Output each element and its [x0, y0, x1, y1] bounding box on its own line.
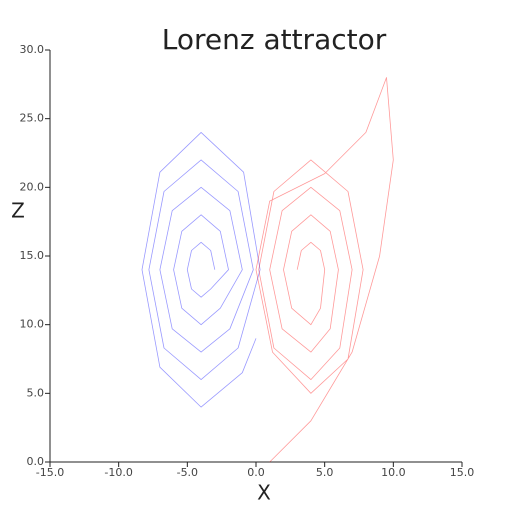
- y-tick-label: 10.0: [20, 318, 45, 331]
- x-tick-label: 15.0: [450, 466, 475, 479]
- y-tick-label: 5.0: [27, 386, 45, 399]
- x-tick-label: 0.0: [247, 466, 265, 479]
- trajectory: [141, 132, 261, 408]
- x-axis-label: X: [257, 481, 271, 505]
- chart-title: Lorenz attractor: [162, 23, 387, 56]
- x-tick-label: -10.0: [104, 466, 132, 479]
- y-tick-label: 20.0: [20, 180, 45, 193]
- trajectory: [255, 77, 394, 463]
- x-tick-label: -15.0: [36, 466, 64, 479]
- y-tick-label: 25.0: [20, 112, 45, 125]
- x-tick-label: 10.0: [381, 466, 406, 479]
- y-axis-label: Z: [11, 199, 25, 223]
- y-tick-label: 0.0: [27, 455, 45, 468]
- y-tick-label: 30.0: [20, 43, 45, 56]
- x-tick-label: -5.0: [177, 466, 198, 479]
- y-tick-label: 15.0: [20, 249, 45, 262]
- x-tick-label: 5.0: [316, 466, 334, 479]
